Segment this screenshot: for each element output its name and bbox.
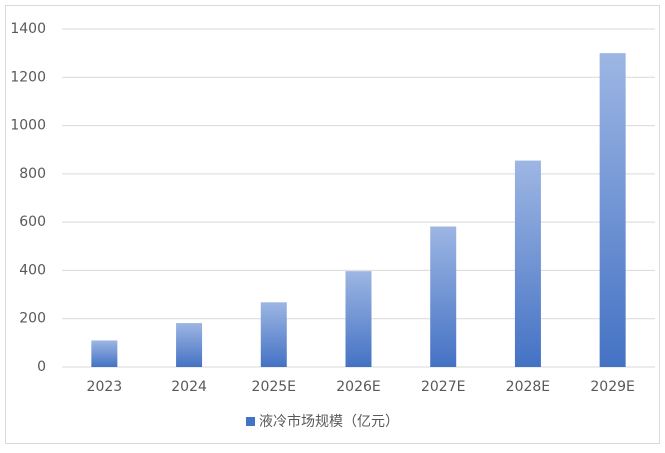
x-tick-label: 2028E — [506, 379, 550, 395]
x-tick-label: 2025E — [252, 379, 296, 395]
chart-frame — [5, 5, 660, 444]
y-tick-label: 1000 — [10, 118, 46, 134]
bar — [176, 323, 203, 367]
y-tick-label: 0 — [37, 359, 46, 375]
bar — [91, 340, 118, 367]
x-tick-label: 2029E — [590, 379, 634, 395]
y-tick-label: 1400 — [10, 21, 46, 37]
y-tick-label: 800 — [19, 166, 46, 182]
x-tick-label: 2027E — [421, 379, 465, 395]
x-tick-label: 2023 — [87, 379, 123, 395]
bar — [599, 53, 626, 368]
y-tick-label: 600 — [19, 214, 46, 230]
y-tick-label: 200 — [19, 311, 46, 327]
bar — [430, 226, 457, 367]
legend-swatch — [246, 417, 255, 426]
x-tick-label: 2024 — [171, 379, 207, 395]
y-tick-label: 1200 — [10, 69, 46, 85]
bar — [260, 302, 287, 367]
x-tick-label: 2026E — [336, 379, 380, 395]
bar — [345, 271, 372, 367]
bar — [514, 160, 541, 367]
legend-label: 液冷市场规模（亿元） — [259, 413, 399, 430]
y-tick-label: 400 — [19, 262, 46, 278]
